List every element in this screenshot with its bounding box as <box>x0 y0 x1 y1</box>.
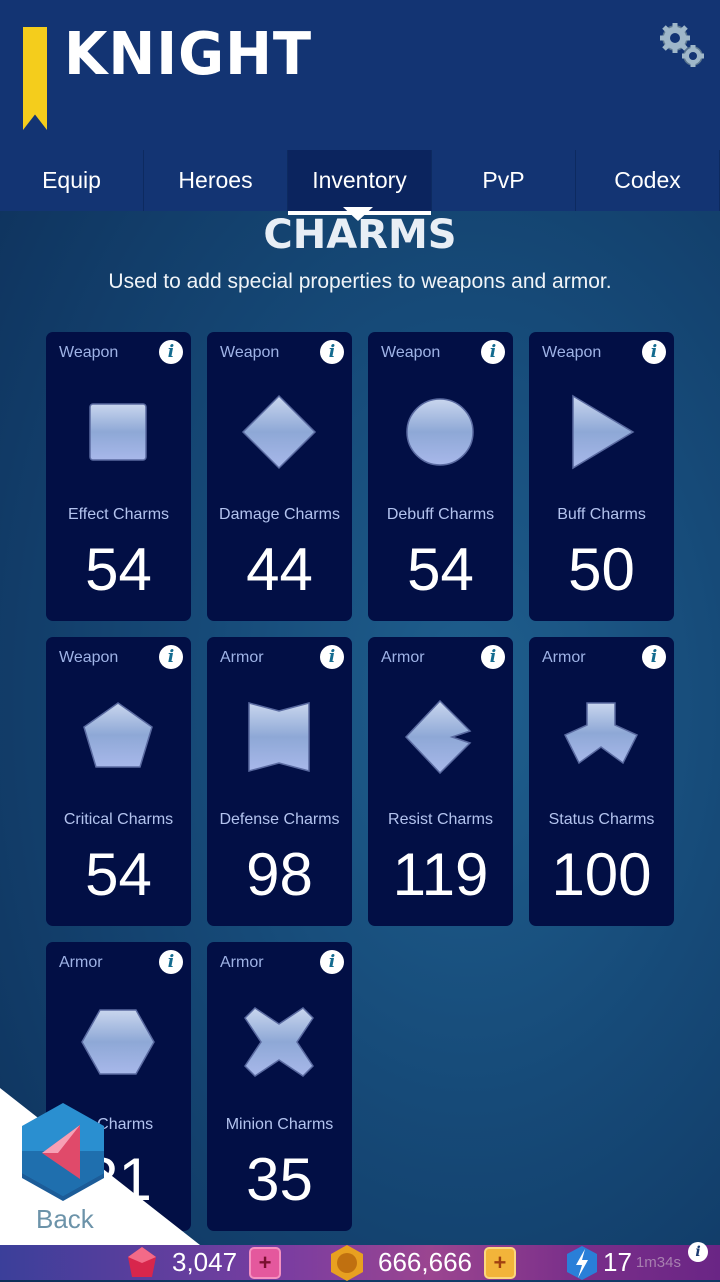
charm-count: 100 <box>551 841 652 908</box>
charm-category: Armor <box>542 649 586 666</box>
charm-count: 98 <box>246 841 313 908</box>
charm-count: 54 <box>85 841 152 908</box>
energy-timer: 1m34s <box>635 1254 681 1271</box>
charm-card-damage-charms[interactable]: Weapon i Damage Charms 44 <box>207 332 352 621</box>
charm-name: Damage Charms <box>219 506 340 523</box>
gems-count: 3,047 <box>172 1247 238 1277</box>
resource-bar: 3,047 + 666,666 + 17 1m34s i <box>0 1242 720 1281</box>
charm-category: Armor <box>220 649 264 666</box>
charm-card-resist-charms[interactable]: Armor i Resist Charms 119 <box>368 637 513 926</box>
buy-gems-button[interactable]: + <box>249 1246 282 1279</box>
gold-medal-icon <box>331 1244 363 1281</box>
charm-count: 54 <box>407 536 474 603</box>
charm-name: Status Charms <box>548 811 655 828</box>
charm-name: Critical Charms <box>63 811 174 828</box>
charm-grid: Weapon i Effect Charms 54 Weapon i Damage… <box>46 332 674 1231</box>
charm-card-critical-charms[interactable]: Weapon i Critical Charms 54 <box>46 637 191 926</box>
buy-gold-button[interactable]: + <box>483 1246 516 1279</box>
back-label[interactable]: Back <box>36 1204 94 1234</box>
charm-category: Armor <box>381 649 425 666</box>
tab-inventory[interactable]: Inventory <box>288 150 432 215</box>
charm-name: Defense Charms <box>219 811 340 828</box>
charm-count: 44 <box>246 536 313 603</box>
info-icon[interactable]: i <box>159 340 183 364</box>
ribbon-bookmark <box>23 27 47 130</box>
back-button[interactable] <box>18 1103 108 1203</box>
charm-name: Debuff Charms <box>386 506 495 523</box>
info-icon[interactable]: i <box>481 645 505 669</box>
page-title: KNIGHT <box>64 20 313 89</box>
tab-bar: Equip Heroes Inventory PvP Codex <box>0 150 720 215</box>
tri-lobe-charm-icon <box>563 702 639 765</box>
square-charm-icon <box>89 403 147 461</box>
charm-count: 54 <box>85 536 152 603</box>
info-icon[interactable]: i <box>320 950 344 974</box>
circle-charm-icon <box>406 398 474 466</box>
gold-resource: 666,666 + <box>328 1244 516 1281</box>
charm-count: 50 <box>568 536 635 603</box>
info-icon[interactable]: i <box>320 340 344 364</box>
ruby-icon <box>128 1246 156 1277</box>
tab-codex[interactable]: Codex <box>576 150 720 211</box>
charm-category: Weapon <box>542 344 602 361</box>
diamond-charm-icon <box>241 394 317 470</box>
charm-card-minion-charms[interactable]: Armor i Minion Charms 35 <box>207 942 352 1231</box>
charm-name: Resist Charms <box>388 811 493 828</box>
header: KNIGHT <box>0 0 720 150</box>
charm-category: Armor <box>220 954 264 971</box>
energy-count: 17 <box>603 1247 632 1277</box>
tab-pvp[interactable]: PvP <box>432 150 576 211</box>
charm-category: Weapon <box>381 344 441 361</box>
charm-card-status-charms[interactable]: Armor i Status Charms 100 <box>529 637 674 926</box>
charm-card-effect-charms[interactable]: Weapon i Effect Charms 54 <box>46 332 191 621</box>
charm-name: Effect Charms <box>67 506 170 523</box>
info-icon[interactable]: i <box>642 340 666 364</box>
gems-resource: 3,047 + <box>124 1245 282 1280</box>
charm-card-debuff-charms[interactable]: Weapon i Debuff Charms 54 <box>368 332 513 621</box>
charm-category: Weapon <box>220 344 280 361</box>
info-icon[interactable]: i <box>481 340 505 364</box>
charm-name: Buff Charms <box>557 506 646 523</box>
charm-name: Minion Charms <box>225 1116 334 1133</box>
chevron-charm-icon <box>404 699 472 775</box>
energy-resource: 17 1m34s <box>565 1245 681 1280</box>
bowtie-charm-icon <box>248 702 310 772</box>
info-icon[interactable]: i <box>159 645 183 669</box>
charm-count: 35 <box>246 1146 313 1213</box>
tab-equip[interactable]: Equip <box>0 150 144 211</box>
gold-count: 666,666 <box>378 1247 472 1277</box>
hexagon-charm-icon <box>81 1009 155 1075</box>
lightning-icon <box>567 1245 597 1280</box>
tab-heroes[interactable]: Heroes <box>144 150 288 211</box>
section-title: CHARMS <box>263 212 457 258</box>
cross-charm-icon <box>244 1007 314 1077</box>
section-subtitle: Used to add special properties to weapon… <box>108 270 612 293</box>
charm-category: Weapon <box>59 344 119 361</box>
charm-card-buff-charms[interactable]: Weapon i Buff Charms 50 <box>529 332 674 621</box>
info-icon[interactable]: i <box>320 645 344 669</box>
charm-category: Weapon <box>59 649 119 666</box>
info-icon[interactable]: i <box>688 1242 708 1262</box>
back-arrow-icon <box>42 1125 80 1179</box>
pentagon-charm-icon <box>83 702 153 768</box>
triangle-charm-icon <box>572 394 635 470</box>
charm-count: 119 <box>392 841 489 908</box>
gear-icon[interactable] <box>655 20 707 72</box>
info-icon[interactable]: i <box>642 645 666 669</box>
info-icon[interactable]: i <box>159 950 183 974</box>
charm-card-defense-charms[interactable]: Armor i Defense Charms 98 <box>207 637 352 926</box>
charm-category: Armor <box>59 954 103 971</box>
